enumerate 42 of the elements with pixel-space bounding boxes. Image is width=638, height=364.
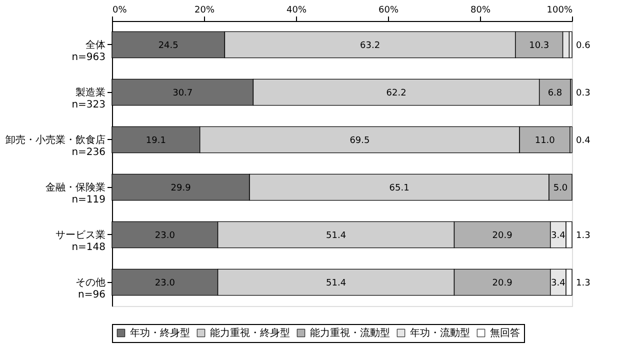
data-label: 20.9 bbox=[492, 230, 513, 241]
data-label: 11.0 bbox=[534, 136, 556, 146]
data-label: 0.6 bbox=[576, 40, 591, 51]
data-label: 62.2 bbox=[386, 88, 406, 98]
x-tick-label: 80% bbox=[470, 6, 491, 16]
x-tick-label: 100% bbox=[546, 6, 573, 16]
data-label: 29.9 bbox=[170, 183, 192, 194]
data-label: 3.4 bbox=[551, 278, 566, 288]
x-tick-label: 60% bbox=[378, 6, 399, 16]
legend-label: 年功・流動型 bbox=[410, 327, 470, 339]
data-label: 69.5 bbox=[350, 136, 370, 146]
data-label: 51.4 bbox=[326, 278, 346, 288]
y-tick-label: 製造業 n=323 bbox=[72, 86, 106, 110]
data-label: 65.1 bbox=[389, 183, 410, 194]
data-label: 23.0 bbox=[154, 278, 176, 288]
data-label: 30.7 bbox=[172, 88, 193, 98]
data-label: 20.9 bbox=[492, 278, 513, 288]
data-label: 51.4 bbox=[326, 230, 346, 241]
data-label: 63.2 bbox=[360, 40, 380, 51]
y-tick-label: サービス業 n=148 bbox=[56, 228, 106, 253]
data-label: 19.1 bbox=[146, 136, 166, 146]
data-label: 0.3 bbox=[576, 88, 590, 98]
data-label: 3.4 bbox=[551, 230, 566, 241]
legend-label: 年功・終身型 bbox=[130, 327, 190, 339]
data-label: 1.3 bbox=[576, 278, 590, 288]
x-tick-label: 40% bbox=[286, 6, 307, 16]
data-label: 5.0 bbox=[553, 183, 568, 194]
data-label: 6.8 bbox=[548, 88, 562, 98]
legend-label: 能力重視・終身型 bbox=[210, 327, 290, 339]
y-tick-label: 卸売・小売業・飲食店 n=236 bbox=[6, 134, 106, 158]
data-label: 0.4 bbox=[576, 136, 591, 146]
legend-label: 能力重視・流動型 bbox=[310, 327, 390, 339]
data-label: 23.0 bbox=[154, 230, 176, 241]
y-tick-label: 金融・保険業 n=119 bbox=[46, 181, 106, 206]
y-tick-label: その他 n=96 bbox=[76, 276, 106, 300]
y-tick-label: 全体 n=963 bbox=[72, 38, 106, 63]
data-label: 24.5 bbox=[158, 40, 178, 51]
data-label: 10.3 bbox=[529, 40, 550, 51]
legend-label: 無回答 bbox=[490, 327, 520, 339]
x-tick-label: 0% bbox=[112, 6, 128, 16]
x-tick-label: 20% bbox=[194, 6, 215, 16]
data-label: 1.3 bbox=[576, 230, 590, 241]
